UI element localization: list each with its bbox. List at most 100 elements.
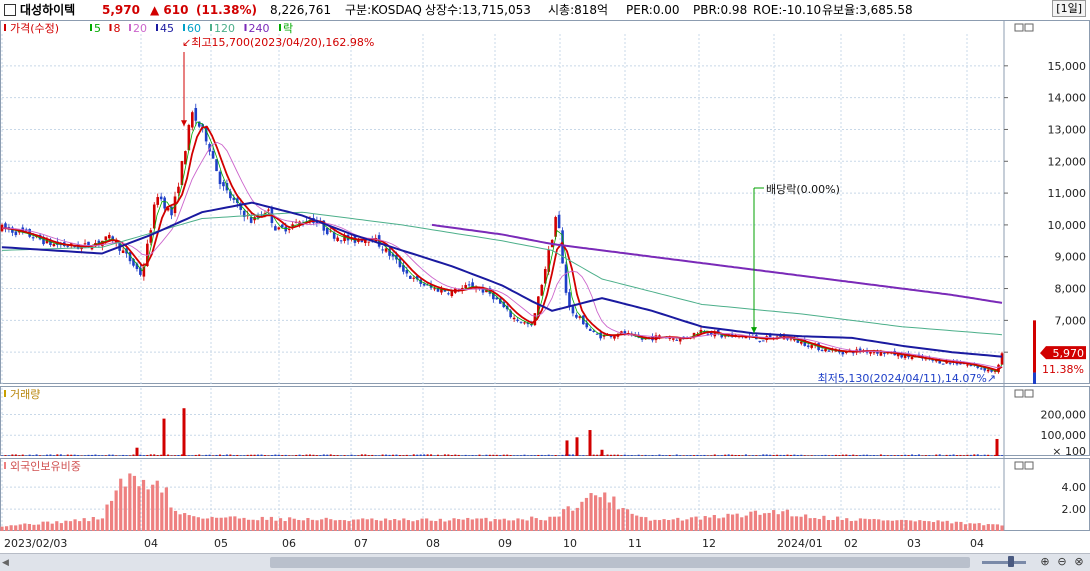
candle-body [1001, 353, 1004, 364]
candle-body [32, 237, 35, 238]
foreign-bar [443, 522, 446, 531]
volume-bar [101, 455, 103, 456]
y-tick-label: 15,000 [1048, 60, 1087, 73]
volume-bar [312, 455, 314, 456]
checkbox-icon[interactable] [4, 4, 16, 16]
foreign-bar [745, 516, 748, 531]
volume-bar [385, 455, 387, 456]
foreign-bar [612, 497, 615, 531]
volume-bar [333, 455, 335, 456]
volume-bar [908, 455, 910, 456]
candle-body [572, 306, 575, 313]
volume-bar [745, 454, 747, 456]
volume-bar [205, 455, 207, 456]
volume-bar [271, 455, 273, 456]
foreign-bar [918, 520, 921, 531]
volume-bar [842, 455, 844, 456]
volume-bar [39, 455, 41, 456]
volume-bar [977, 454, 979, 456]
legend-marker [4, 462, 6, 469]
foreign-bar [32, 525, 35, 531]
foreign-bar [293, 519, 296, 531]
period-button[interactable]: [1일] [1052, 0, 1086, 17]
candle-body [336, 238, 339, 241]
zoom-knob[interactable] [1008, 556, 1014, 567]
candle-body [523, 322, 526, 323]
legend-label: 20 [133, 22, 147, 35]
zoom-in-icon[interactable]: ⊕ [1038, 555, 1052, 569]
legend-label: 8 [114, 22, 121, 35]
candle-body [160, 197, 163, 200]
scrollbar[interactable]: ◀ ⊕ ⊖ ⊗ [0, 553, 1090, 571]
foreign-bar [936, 520, 939, 531]
candle-body [980, 368, 983, 369]
volume-bar [856, 455, 858, 456]
ma8-line [2, 127, 1002, 370]
volume-bar [499, 455, 501, 456]
scroll-thumb[interactable] [270, 557, 970, 568]
volume-bar [94, 455, 96, 456]
volume-bar [60, 454, 62, 456]
zoom-slider[interactable] [982, 561, 1026, 564]
foreign-bar [672, 519, 675, 531]
volume-bar [596, 455, 598, 456]
candle-body [122, 250, 125, 253]
candle-body [589, 329, 592, 331]
window-buttons-icon [1015, 390, 1023, 397]
foreign-bar [923, 521, 926, 531]
foreign-bar [142, 480, 145, 531]
dividend-annotation: 배당락(0.00%) [766, 183, 840, 196]
volume-unit-label: × 100 [1052, 445, 1086, 458]
volume-bar [420, 454, 422, 456]
volume-bar [645, 455, 647, 456]
foreign-bar [133, 476, 136, 531]
candle-body [800, 342, 803, 344]
foreign-bar [343, 520, 346, 531]
volume: 8,226,761 [270, 0, 331, 20]
foreign-bar [667, 520, 670, 531]
x-tick-label: 08 [426, 537, 440, 550]
volume-bar [852, 455, 854, 456]
foreign-bar [28, 524, 31, 531]
volume-bar [305, 455, 307, 456]
candle-body [447, 293, 450, 294]
foreign-bar [105, 505, 108, 531]
foreign-bar [690, 517, 693, 531]
candle-body [288, 229, 291, 230]
volume-bar [572, 454, 574, 456]
candle-body [758, 341, 761, 342]
legend-marker [110, 24, 112, 31]
foreign-bar [694, 517, 697, 531]
volume-bar [413, 454, 415, 456]
zoom-out-icon[interactable]: ⊖ [1055, 555, 1069, 569]
volume-bar [15, 454, 17, 456]
x-tick-label: 06 [282, 537, 296, 550]
foreign-bar [1000, 525, 1003, 531]
zoom-reset-icon[interactable]: ⊗ [1072, 555, 1086, 569]
volume-bar [281, 455, 283, 456]
foreign-bar [978, 523, 981, 531]
x-tick-label: 10 [563, 537, 577, 550]
volume-bar [534, 455, 536, 456]
volume-spike-bar [136, 448, 139, 456]
volume-bar [157, 455, 159, 456]
foreign-bar [594, 495, 597, 531]
volume-bar [319, 455, 321, 456]
candle-body [194, 108, 197, 121]
volume-bar [288, 455, 290, 456]
candle-body [911, 357, 914, 359]
foreign-bar [726, 514, 729, 531]
foreign-bar [256, 520, 259, 531]
foreign-bar [64, 521, 67, 531]
foreign-bar [640, 517, 643, 531]
volume-bar [233, 455, 235, 456]
candle-body [191, 112, 194, 127]
legend-marker [279, 24, 281, 31]
foreign-bar [498, 519, 501, 531]
volume-bar [485, 455, 487, 456]
x-tick-label: 05 [214, 537, 228, 550]
scroll-left-icon[interactable]: ◀ [2, 558, 9, 568]
candle-body [250, 217, 253, 223]
foreign-bar [827, 520, 830, 531]
